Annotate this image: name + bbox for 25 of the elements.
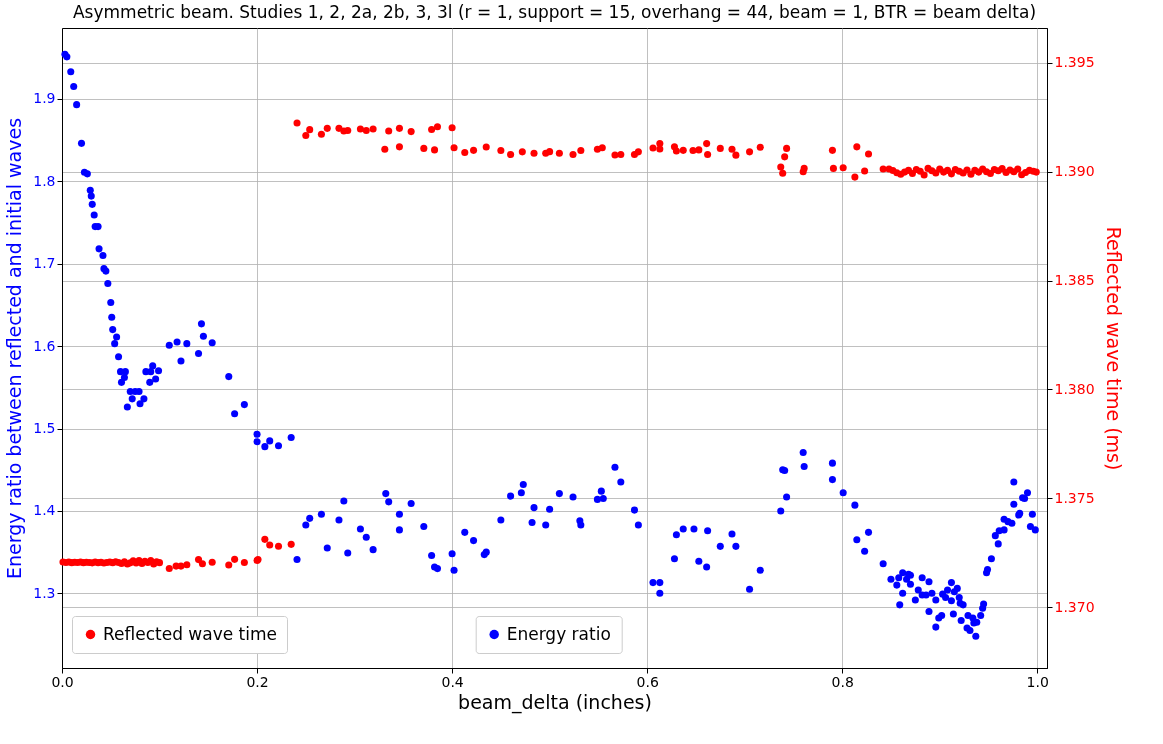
y-tick-label: 1.7 <box>33 255 56 272</box>
x-tick-label: 0.6 <box>636 673 659 690</box>
legend-label: Energy ratio <box>506 623 611 644</box>
y2-tick-label: 1.390 <box>1054 163 1095 180</box>
y2-tick-label: 1.385 <box>1054 272 1095 289</box>
y2-tick-label: 1.395 <box>1054 54 1095 71</box>
x-tick-label: 0.2 <box>246 673 269 690</box>
x-tick-label: 0.0 <box>51 673 74 690</box>
y-tick-label: 1.5 <box>33 420 56 437</box>
y2-tick-label: 1.370 <box>1054 598 1095 615</box>
y-tick-label: 1.6 <box>33 337 56 354</box>
chart-title: Asymmetric beam. Studies 1, 2, 2a, 2b, 3, 3l (r = 1, support = 15, overhang = 44, beam = 1, BTR = beam delta) <box>72 2 1037 22</box>
y-tick-label: 1.3 <box>33 584 56 601</box>
y2-tick-label: 1.375 <box>1054 489 1095 506</box>
x-tick-label: 1.0 <box>1026 673 1049 690</box>
x-axis-title: beam_delta (inches) <box>458 690 652 714</box>
x-tick-label: 0.8 <box>831 673 854 690</box>
x-tick-label: 0.4 <box>441 673 464 690</box>
y-tick-label: 1.9 <box>33 90 56 107</box>
y-tick-label: 1.4 <box>33 502 56 519</box>
y-tick-label: 1.8 <box>33 172 56 189</box>
y2-tick-label: 1.380 <box>1054 380 1095 397</box>
legend-label: Reflected wave time <box>103 623 277 644</box>
y-axis-title: Energy ratio between reflected and initial waves <box>3 117 26 580</box>
y2-axis-title: Reflected wave time (ms) <box>1102 226 1125 471</box>
